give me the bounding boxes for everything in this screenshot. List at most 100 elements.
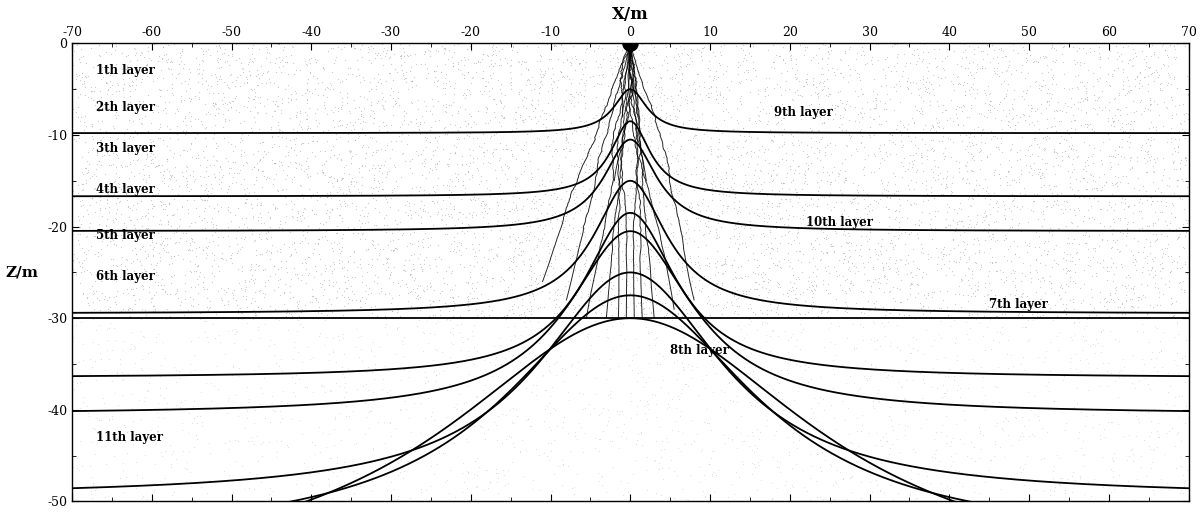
- Point: [1166, 53, 1185, 61]
- Point: [374, 374, 393, 383]
- Point: [432, 68, 451, 77]
- Point: [752, 297, 772, 305]
- Point: [749, 280, 768, 288]
- Point: [543, 243, 563, 251]
- Point: [376, 319, 395, 328]
- Point: [603, 346, 623, 354]
- Point: [600, 251, 619, 260]
- Point: [948, 72, 968, 80]
- Point: [1143, 161, 1162, 169]
- Point: [244, 94, 263, 102]
- Point: [553, 145, 572, 153]
- Point: [1013, 353, 1033, 361]
- Point: [321, 146, 340, 154]
- Point: [1100, 82, 1119, 90]
- Point: [150, 477, 169, 485]
- Point: [882, 338, 902, 346]
- Point: [1013, 87, 1033, 95]
- Point: [858, 258, 877, 266]
- Point: [857, 210, 876, 218]
- Point: [411, 183, 430, 191]
- Point: [914, 96, 933, 105]
- Point: [1064, 319, 1083, 327]
- Point: [433, 84, 452, 92]
- Point: [767, 80, 786, 88]
- Point: [897, 476, 916, 484]
- Point: [287, 164, 307, 173]
- Point: [696, 492, 715, 500]
- Point: [397, 304, 416, 312]
- Point: [1160, 268, 1179, 276]
- Point: [291, 181, 310, 189]
- Point: [102, 346, 121, 354]
- Point: [507, 413, 526, 421]
- Point: [969, 43, 988, 52]
- Point: [1153, 42, 1172, 50]
- Point: [1060, 204, 1079, 213]
- Point: [667, 189, 686, 197]
- Point: [912, 152, 932, 161]
- Point: [388, 323, 407, 331]
- Point: [581, 134, 600, 142]
- Point: [826, 100, 845, 109]
- Point: [714, 178, 733, 186]
- Point: [567, 162, 587, 170]
- Point: [784, 279, 803, 287]
- Point: [1027, 299, 1046, 307]
- Point: [236, 424, 255, 433]
- Point: [459, 162, 478, 170]
- Point: [445, 169, 464, 177]
- Point: [1089, 231, 1108, 239]
- Point: [1071, 408, 1090, 417]
- Point: [95, 229, 114, 237]
- Point: [1064, 298, 1083, 306]
- Point: [1093, 106, 1112, 114]
- Point: [1023, 170, 1042, 179]
- Point: [553, 57, 572, 65]
- Point: [582, 341, 601, 349]
- Point: [970, 164, 989, 173]
- Point: [840, 43, 859, 52]
- Point: [621, 181, 641, 190]
- Point: [1127, 327, 1147, 335]
- Point: [231, 119, 250, 127]
- Point: [1162, 111, 1182, 119]
- Point: [478, 78, 498, 86]
- Point: [257, 48, 276, 57]
- Point: [976, 235, 995, 244]
- Point: [494, 312, 513, 320]
- Point: [81, 87, 100, 95]
- Point: [401, 269, 421, 278]
- Point: [716, 67, 736, 76]
- Point: [458, 295, 477, 303]
- Point: [1049, 225, 1069, 233]
- Point: [522, 485, 541, 493]
- Point: [977, 41, 996, 49]
- Point: [565, 305, 584, 314]
- Point: [881, 149, 900, 158]
- Point: [817, 248, 837, 256]
- Point: [359, 45, 379, 53]
- Point: [391, 53, 410, 61]
- Point: [519, 367, 538, 375]
- Point: [529, 116, 548, 125]
- Point: [364, 184, 383, 193]
- Point: [603, 106, 623, 114]
- Point: [403, 154, 422, 163]
- Point: [243, 204, 262, 212]
- Point: [745, 463, 764, 471]
- Point: [215, 45, 234, 54]
- Point: [505, 313, 524, 321]
- Point: [1106, 153, 1125, 162]
- Point: [349, 187, 368, 196]
- Point: [981, 150, 1000, 159]
- Point: [1164, 158, 1183, 166]
- Point: [829, 271, 849, 280]
- Point: [460, 289, 480, 298]
- Point: [754, 229, 773, 237]
- Point: [310, 147, 329, 155]
- Point: [706, 228, 725, 236]
- Point: [202, 379, 221, 387]
- Point: [523, 73, 542, 81]
- Point: [149, 85, 168, 93]
